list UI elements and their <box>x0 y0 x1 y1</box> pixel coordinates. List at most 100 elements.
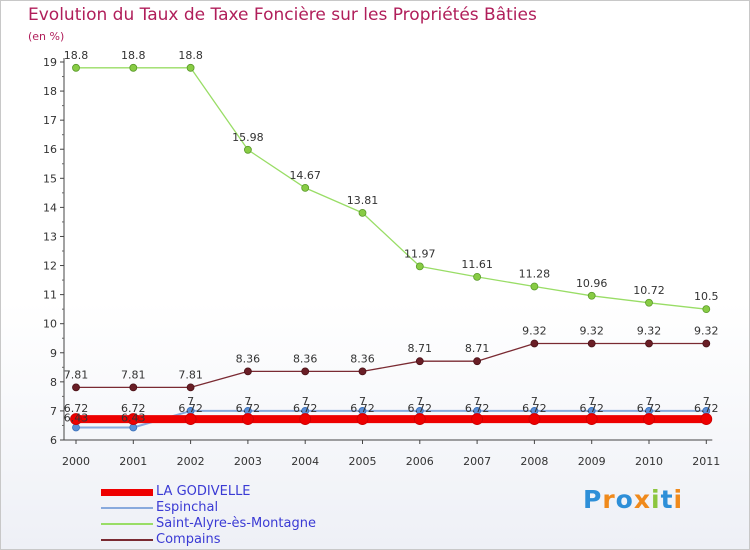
x-tick-label: 2003 <box>234 455 262 468</box>
data-point <box>301 184 310 192</box>
series-saint-alyre-s-montagne <box>72 63 711 314</box>
data-label: 6.72 <box>522 402 547 415</box>
data-label: 18.8 <box>121 49 146 62</box>
data-label: 6.72 <box>121 402 146 415</box>
data-point <box>415 262 424 271</box>
legend-label: Compains <box>156 532 221 547</box>
y-tick-label: 13 <box>43 230 57 243</box>
legend-label: Saint-Alyre-ès-Montagne <box>156 516 316 531</box>
unit-label: (en %) <box>28 30 65 43</box>
data-label: 6.72 <box>350 402 375 415</box>
data-label: 13.81 <box>347 194 379 207</box>
data-label: 7 <box>531 395 538 408</box>
data-label: 9.32 <box>694 324 719 337</box>
x-tick-label: 2007 <box>463 455 491 468</box>
data-label: 14.67 <box>289 169 321 182</box>
data-point <box>129 63 138 72</box>
series-compains <box>72 339 711 392</box>
data-label: 6.72 <box>465 402 490 415</box>
data-point <box>358 367 367 376</box>
legend-swatch-la-godivelle <box>101 489 153 496</box>
data-label: 6.43 <box>64 411 89 424</box>
data-point <box>471 413 484 425</box>
brand-logo: Proxiti <box>583 485 684 514</box>
data-label: 7.81 <box>64 368 89 381</box>
series-line <box>76 409 707 429</box>
data-point <box>702 339 711 348</box>
x-tick-label: 2011 <box>692 455 720 468</box>
data-label: 7.81 <box>121 368 146 381</box>
data-point <box>702 305 711 314</box>
chart-title: Evolution du Taux de Taxe Foncière sur l… <box>28 5 537 25</box>
series-la-godivelle <box>70 413 713 425</box>
series-line <box>76 342 707 389</box>
data-label: 6.72 <box>694 402 719 415</box>
data-label: 18.8 <box>178 49 203 62</box>
legend-item-compains: Compains <box>101 532 381 548</box>
data-label: 9.32 <box>579 324 604 337</box>
data-label: 7 <box>588 395 595 408</box>
data-point <box>129 423 138 432</box>
data-label: 6.72 <box>236 402 261 415</box>
data-label: 7 <box>359 395 366 408</box>
x-tick-label: 2010 <box>635 455 663 468</box>
series-line <box>76 67 707 310</box>
data-point <box>129 383 138 392</box>
data-label: 10.5 <box>694 290 719 303</box>
x-tick-label: 2008 <box>520 455 548 468</box>
legend: LA GODIVELLE Espinchal Saint-Alyre-ès-Mo… <box>101 484 381 548</box>
legend-swatch-saint-alyre <box>101 523 153 525</box>
data-label: 11.97 <box>404 247 436 260</box>
x-tick-label: 2006 <box>406 455 434 468</box>
data-label: 8.36 <box>236 352 261 365</box>
data-label: 6.72 <box>579 402 604 415</box>
data-point <box>645 339 653 348</box>
data-point <box>530 339 539 348</box>
y-tick-label: 12 <box>43 260 57 273</box>
data-point <box>184 413 197 425</box>
data-point <box>473 272 482 281</box>
x-tick-label: 2000 <box>62 455 90 468</box>
data-label: 8.71 <box>408 342 433 355</box>
data-label: 15.98 <box>232 131 264 144</box>
data-point <box>241 413 254 425</box>
data-point <box>585 413 598 425</box>
data-label: 8.36 <box>350 352 375 365</box>
data-point <box>587 339 596 348</box>
data-label: 9.32 <box>522 324 547 337</box>
x-tick-label: 2002 <box>177 455 205 468</box>
data-point <box>186 383 195 392</box>
data-label: 9.32 <box>637 324 662 337</box>
data-label: 8.71 <box>465 342 490 355</box>
data-label: 7 <box>416 395 423 408</box>
data-label: 6.72 <box>293 402 318 415</box>
data-point <box>299 413 312 425</box>
data-point <box>72 423 80 432</box>
data-label: 6.72 <box>178 402 203 415</box>
data-point <box>528 413 541 425</box>
data-label: 7 <box>474 395 481 408</box>
y-tick-label: 18 <box>43 85 57 98</box>
legend-item-saint-alyre: Saint-Alyre-ès-Montagne <box>101 516 381 532</box>
x-tick-label: 2001 <box>119 455 147 468</box>
data-labels: 6.72 6.72 6.72 6.72 6.72 6.72 6.72 6.72 6.72 6.72… <box>64 49 719 425</box>
data-label: 7 <box>244 395 251 408</box>
legend-label: Espinchal <box>156 500 219 515</box>
y-tick-label: 17 <box>43 114 57 127</box>
data-label: 18.8 <box>64 49 89 62</box>
data-point <box>243 367 252 376</box>
data-label: 11.61 <box>461 258 493 271</box>
data-label: 6.72 <box>637 402 662 415</box>
legend-item-la-godivelle: LA GODIVELLE <box>101 484 381 500</box>
x-tick-label: 2005 <box>349 455 377 468</box>
data-label: 7 <box>187 395 194 408</box>
data-point <box>243 145 252 154</box>
data-point <box>72 63 80 72</box>
data-point <box>530 282 539 291</box>
data-label: 6.72 <box>64 402 89 415</box>
data-label: 11.28 <box>519 267 551 280</box>
y-tick-label: 16 <box>43 143 57 156</box>
data-point <box>415 357 424 366</box>
